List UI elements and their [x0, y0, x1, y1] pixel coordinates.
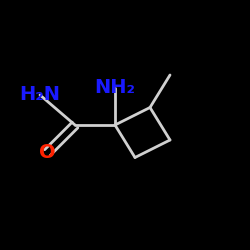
Text: NH₂: NH₂ — [94, 78, 136, 97]
Text: H₂N: H₂N — [20, 86, 60, 104]
Text: O: O — [39, 143, 56, 162]
